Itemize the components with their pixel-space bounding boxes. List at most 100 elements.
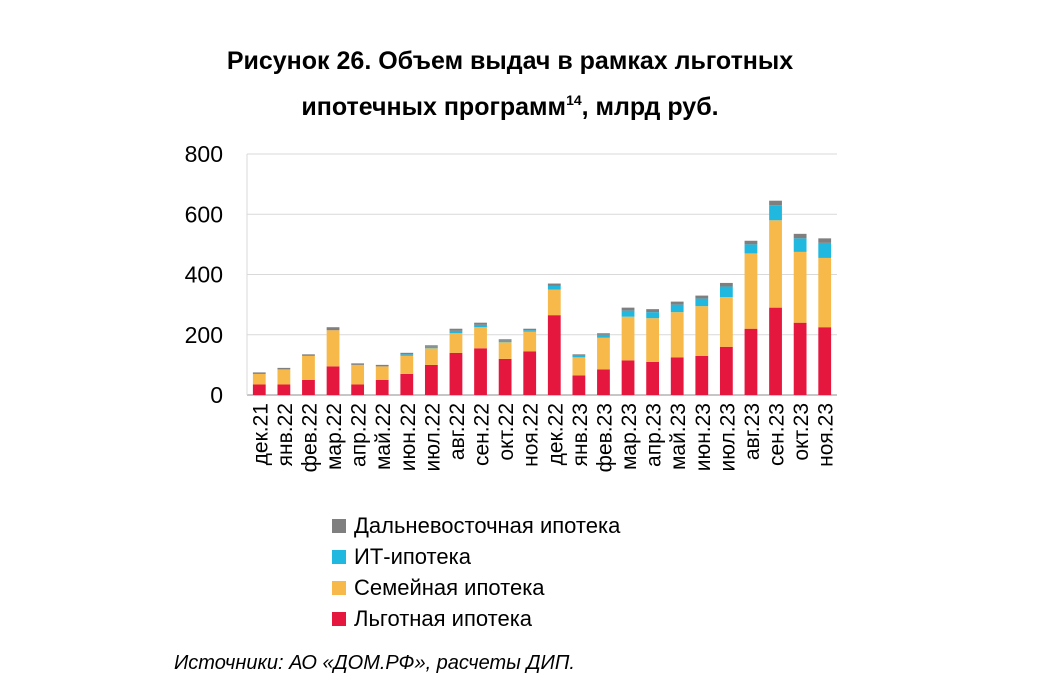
bar-segment-series-0 <box>252 384 266 395</box>
bar-segment-series-0 <box>424 364 438 395</box>
bar-segment-series-1 <box>670 312 684 358</box>
bar-segment-series-2 <box>597 334 610 338</box>
x-tick-label: окт.23 <box>790 403 813 461</box>
bar-segment-series-1 <box>572 357 586 376</box>
x-tick-label: сен.23 <box>766 403 789 466</box>
bar-segment-series-2 <box>621 310 635 317</box>
x-tick-label: фев.22 <box>298 403 321 472</box>
footnote-marker: 14 <box>566 92 582 108</box>
bar-segment-series-2 <box>474 324 487 328</box>
bar-segment-series-1 <box>449 333 463 353</box>
bar-segment-series-1 <box>252 373 266 385</box>
bar-segment-series-1 <box>375 366 389 380</box>
chart-title: Рисунок 26. Объем выдач в рамках льготны… <box>0 42 1020 127</box>
bar-segment-series-3 <box>646 309 660 313</box>
bar-segment-series-2 <box>646 312 660 319</box>
legend-swatch <box>332 518 346 533</box>
bar-segment-series-3 <box>326 327 340 331</box>
y-tick-label: 400 <box>185 262 223 288</box>
bar-segment-series-1 <box>719 297 733 347</box>
bar-segment-series-0 <box>769 307 782 395</box>
bar-segment-series-3 <box>400 352 414 355</box>
bar-segment-series-1 <box>793 251 807 323</box>
bar-segment-series-0 <box>818 327 832 395</box>
bar-segment-series-0 <box>351 384 365 395</box>
bar-segment-series-3 <box>744 240 758 245</box>
bar-segment-series-2 <box>769 205 782 221</box>
x-tick-label: май.22 <box>372 403 395 470</box>
bar-segment-series-2 <box>695 298 709 307</box>
x-tick-label: фев.23 <box>593 403 616 472</box>
bar-segment-series-1 <box>400 355 414 374</box>
x-tick-label: авг.23 <box>741 403 764 460</box>
bar-segment-series-2 <box>547 285 561 290</box>
bar-segment-series-0 <box>744 328 758 395</box>
bar-segment-series-3 <box>769 200 782 206</box>
bar-segment-series-2 <box>498 340 512 343</box>
bar-segment-series-0 <box>719 346 733 395</box>
bar-segment-series-3 <box>424 345 438 347</box>
bar-segment-series-2 <box>572 355 586 358</box>
legend-item: Семейная ипотека <box>332 572 620 603</box>
bar-segment-series-0 <box>400 373 414 395</box>
bar-segment-series-0 <box>695 355 709 395</box>
bar-segment-series-3 <box>252 372 266 374</box>
bar-segment-series-2 <box>818 242 832 258</box>
bar-segment-series-1 <box>597 337 610 370</box>
legend-item: Льготная ипотека <box>332 603 620 634</box>
bar-segment-series-1 <box>424 348 438 365</box>
x-tick-label: апр.22 <box>348 403 371 467</box>
legend-label: ИТ-ипотека <box>354 543 471 569</box>
bar-segment-series-0 <box>646 361 660 395</box>
bar-segment-series-3 <box>719 282 733 287</box>
legend-label: Дальневосточная ипотека <box>354 512 621 538</box>
bar-segment-series-0 <box>547 315 561 395</box>
bar-segment-series-1 <box>695 306 709 356</box>
bar-segment-series-2 <box>719 286 733 298</box>
x-tick-label: ноя.22 <box>520 403 543 467</box>
y-tick-label: 600 <box>185 201 223 227</box>
chart-title-line2-end: , млрд руб. <box>581 93 719 121</box>
chart-legend: Дальневосточная ипотека ИТ-ипотека Семейна… <box>332 510 620 634</box>
x-tick-label: июл.22 <box>421 403 444 471</box>
bar-segment-series-1 <box>621 316 635 361</box>
x-tick-label: мар.23 <box>618 403 641 470</box>
bar-segment-series-0 <box>572 375 586 395</box>
legend-item: ИТ-ипотека <box>332 541 620 572</box>
bar-segment-series-3 <box>818 238 832 243</box>
bar-segment-series-1 <box>744 253 758 329</box>
bar-segment-series-2 <box>449 330 463 334</box>
bar-segment-series-1 <box>523 331 537 352</box>
bar-segment-series-1 <box>277 369 291 385</box>
x-tick-label: сен.22 <box>471 403 494 466</box>
bar-segment-series-0 <box>523 351 537 395</box>
bar-segment-series-3 <box>695 295 709 299</box>
bar-segment-series-2 <box>523 330 537 332</box>
legend-swatch <box>332 611 346 626</box>
x-tick-label: июн.22 <box>397 403 420 471</box>
bar-segment-series-3 <box>793 233 807 239</box>
chart-title-line2: ипотечных программ <box>301 93 567 121</box>
x-tick-label: ноя.23 <box>815 403 838 467</box>
x-tick-label: апр.23 <box>643 403 666 467</box>
bar-segment-series-0 <box>277 384 291 395</box>
bar-segment-series-3 <box>449 328 463 331</box>
x-tick-label: июл.23 <box>716 403 739 471</box>
y-tick-label: 800 <box>185 141 223 167</box>
bar-segment-series-0 <box>326 366 340 395</box>
bar-segment-series-3 <box>621 307 635 311</box>
legend-item: Дальневосточная ипотека <box>332 510 620 541</box>
x-tick-label: дек.22 <box>544 403 567 465</box>
x-tick-label: мар.22 <box>323 403 346 470</box>
chart-title-line1: Рисунок 26. Объем выдач в рамках льготны… <box>226 47 794 75</box>
bar-segment-series-0 <box>597 369 610 395</box>
bar-segment-series-2 <box>670 304 684 313</box>
bar-segment-series-1 <box>769 220 782 308</box>
bar-segment-series-0 <box>375 379 389 395</box>
bar-segment-series-3 <box>523 328 537 331</box>
x-tick-label: янв.22 <box>274 403 297 466</box>
bar-segment-series-0 <box>670 357 684 395</box>
x-tick-label: май.23 <box>667 403 690 470</box>
y-tick-label: 0 <box>210 382 223 408</box>
